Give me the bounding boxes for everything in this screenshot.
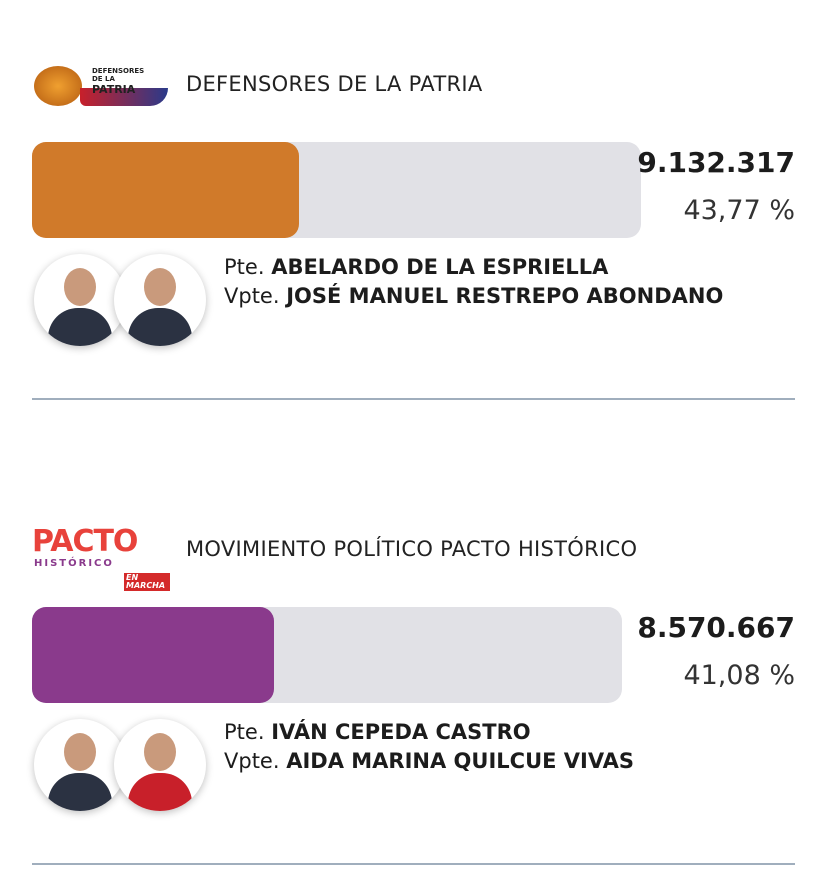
president-line: Pte. IVÁN CEPEDA CASTRO bbox=[224, 720, 531, 744]
vote-count: 8.570.667 bbox=[637, 611, 795, 644]
role-prefix: Vpte. bbox=[224, 749, 280, 773]
party-name: MOVIMIENTO POLÍTICO PACTO HISTÓRICO bbox=[186, 537, 638, 561]
photo-head bbox=[144, 733, 176, 771]
photo-body bbox=[128, 773, 192, 811]
divider bbox=[32, 863, 795, 865]
candidate-photo bbox=[114, 254, 206, 346]
divider bbox=[32, 398, 795, 400]
photo-head bbox=[144, 268, 176, 306]
photo-body bbox=[48, 773, 112, 811]
candidate-photo bbox=[34, 719, 126, 811]
vote-percent: 43,77 % bbox=[683, 195, 795, 226]
president-line: Pte. ABELARDO DE LA ESPRIELLA bbox=[224, 255, 608, 279]
vice-name: AIDA MARINA QUILCUE VIVAS bbox=[286, 749, 635, 773]
president-name: IVÁN CEPEDA CASTRO bbox=[271, 720, 531, 744]
logo-text: PACTO bbox=[32, 524, 138, 559]
logo-swoosh bbox=[80, 88, 168, 106]
bar-track bbox=[32, 142, 641, 238]
photo-head bbox=[64, 733, 96, 771]
photo-body bbox=[48, 308, 112, 346]
vote-percent: 41,08 % bbox=[683, 660, 795, 691]
vice-line: Vpte. JOSÉ MANUEL RESTREPO ABONDANO bbox=[224, 284, 723, 308]
bar-fill bbox=[32, 607, 275, 703]
vote-count: 9.132.317 bbox=[637, 146, 795, 179]
logo-text: DE LA bbox=[92, 75, 115, 83]
logo-text: DEFENSORES bbox=[92, 67, 145, 75]
party-name: DEFENSORES DE LA PATRIA bbox=[186, 72, 483, 96]
role-prefix: Pte. bbox=[224, 720, 265, 744]
logo-tiger bbox=[34, 66, 82, 106]
president-name: ABELARDO DE LA ESPRIELLA bbox=[271, 255, 609, 279]
bar-track bbox=[32, 607, 622, 703]
vice-name: JOSÉ MANUEL RESTREPO ABONDANO bbox=[286, 284, 724, 308]
candidate-photo bbox=[114, 719, 206, 811]
photo-body bbox=[128, 308, 192, 346]
role-prefix: Pte. bbox=[224, 255, 265, 279]
logo-text: PATRIA bbox=[92, 83, 136, 96]
role-prefix: Vpte. bbox=[224, 284, 280, 308]
photo-head bbox=[64, 268, 96, 306]
party-logo: PACTO HISTÓRICO EN MARCHA bbox=[32, 523, 170, 591]
bar-fill bbox=[32, 142, 299, 238]
vice-line: Vpte. AIDA MARINA QUILCUE VIVAS bbox=[224, 749, 634, 773]
candidate-photo bbox=[34, 254, 126, 346]
party-logo: DEFENSORES DE LA PATRIA bbox=[32, 58, 170, 118]
logo-text: HISTÓRICO bbox=[34, 558, 114, 569]
logo-text: EN MARCHA bbox=[124, 573, 170, 591]
